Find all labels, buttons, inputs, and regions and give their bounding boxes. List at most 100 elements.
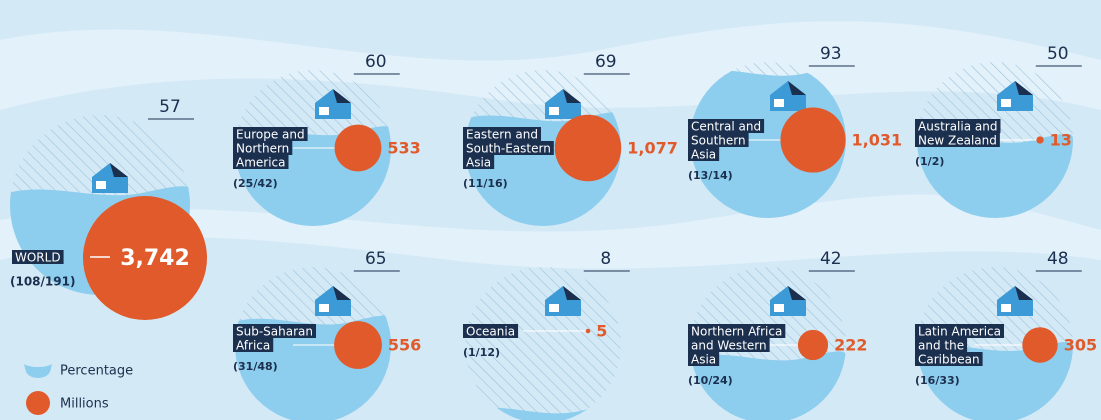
hatch-circle [465,267,621,420]
label-box [233,155,289,169]
region-label: Eastern and [466,128,538,142]
label-box [233,324,316,338]
label-box [915,324,1004,338]
ratio-label: (31/48) [233,360,278,373]
ratio-label: (1/2) [915,155,944,168]
label-box [688,147,720,161]
label-box [463,127,541,141]
house-window [319,107,329,115]
house-roof [563,89,581,103]
region: 93 1,031 (13/14) [688,44,902,218]
legend-wave [24,364,52,378]
label-box [688,133,749,147]
house-roof [333,286,351,300]
region-label: Europe and [236,128,305,142]
region-label: Northern [236,142,289,156]
percentage-label: 69 [595,52,617,72]
ratio-label: (13/14) [688,169,733,182]
label-box [463,324,519,338]
house-window [1001,304,1011,312]
region-label: Northern Africa [691,325,782,339]
label-box [463,141,554,155]
region-label: America [236,156,286,170]
millions-dot [780,107,846,173]
label-box [463,155,495,169]
millions-dot [1022,327,1058,363]
millions-label: 533 [387,139,420,158]
ratio-label: (1/12) [463,346,500,359]
millions-label: 13 [1050,131,1072,150]
region-label: Caribbean [918,353,980,367]
ratio-label: (16/33) [915,374,960,387]
ratio-label: (108/191) [10,275,75,289]
house-roof [333,89,351,103]
region-label: Sub-Saharan [236,325,313,339]
millions-label: 556 [388,336,421,355]
water [690,351,846,420]
label-box [915,119,1001,133]
legend-dot [26,391,50,415]
percentage-label: 50 [1047,44,1069,64]
millions-dot [83,196,207,320]
label-box [688,324,786,338]
label-box [915,133,1000,147]
house-window [774,304,784,312]
label-box [915,338,968,352]
house-roof [1015,286,1033,300]
house-roof [788,286,806,300]
region-label: Australia and [918,120,997,134]
label-box [233,338,274,352]
region-label: WORLD [15,251,61,265]
house-window [774,99,784,107]
region: 48 305 (16/33) [915,249,1097,420]
millions-label: 222 [834,336,867,355]
percentage-label: 57 [159,97,181,117]
region-label: and Western [691,339,767,353]
label-box [233,141,293,155]
millions-dot [334,124,382,172]
wave-band [0,194,1101,269]
house-roof [563,286,581,300]
house-roof [1015,81,1033,95]
percentage-label: 8 [600,249,611,269]
label-box [915,352,983,366]
label-box [688,338,770,352]
house-window [549,107,559,115]
millions-dot [585,328,591,334]
millions-label: 3,742 [120,246,190,271]
millions-dot [554,114,622,182]
regions: 57 3,742 (108/191) WORLD 60 533 (25/42) Europe … [10,44,1097,420]
millions-dot [334,321,382,369]
millions-label: 1,031 [852,131,903,150]
house-window [549,304,559,312]
millions-dot [797,329,829,361]
millions-label: 1,077 [627,139,678,158]
region-label: South-Eastern [466,142,551,156]
region-label: Southern [691,134,746,148]
water [690,66,846,218]
region-label: New Zealand [918,134,997,148]
house-window [1001,99,1011,107]
house-roof [788,81,806,95]
millions-label: 5 [596,322,607,341]
label-box [688,119,765,133]
region-label: Asia [691,148,716,162]
legend-label: Percentage [60,364,133,379]
region: 65 556 (31/48) [233,249,421,420]
percentage-label: 65 [365,249,387,269]
ratio-label: (25/42) [233,177,278,190]
millions-label: 305 [1064,336,1097,355]
region-label: and the [918,339,964,353]
label-box [688,352,720,366]
region-label: Central and [691,120,761,134]
region-label: Oceania [466,325,515,339]
house-roof [110,163,128,177]
label-box [12,250,64,264]
percentage-label: 60 [365,52,387,72]
region-label: Asia [466,156,491,170]
region-label: Asia [691,353,716,367]
water [917,133,1073,218]
percentage-label: 48 [1047,249,1069,269]
ratio-label: (10/24) [688,374,733,387]
